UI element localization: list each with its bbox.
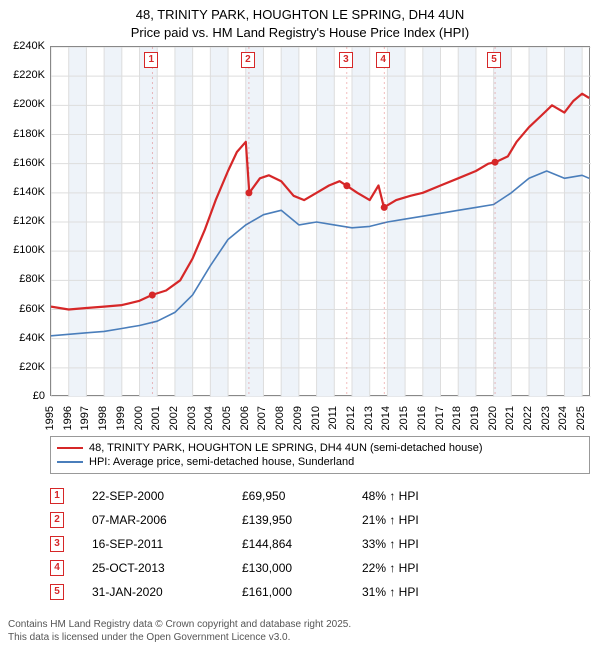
x-tick-label: 2021 (504, 406, 516, 430)
legend: 48, TRINITY PARK, HOUGHTON LE SPRING, DH… (50, 436, 590, 474)
x-tick-label: 2012 (345, 406, 357, 430)
tx-marker: 3 (50, 536, 64, 552)
chart-title: 48, TRINITY PARK, HOUGHTON LE SPRING, DH… (0, 0, 600, 41)
legend-label: HPI: Average price, semi-detached house,… (89, 456, 354, 468)
x-tick-label: 2022 (522, 406, 534, 430)
x-tick-label: 2025 (575, 406, 587, 430)
tx-date: 22-SEP-2000 (92, 489, 242, 503)
y-tick-label: £220K (13, 69, 45, 81)
x-tick-label: 2006 (239, 406, 251, 430)
y-tick-label: £40K (19, 332, 45, 344)
x-tick-label: 2014 (380, 406, 392, 430)
y-tick-label: £20K (19, 361, 45, 373)
tx-price: £161,000 (242, 585, 362, 599)
x-tick-label: 1995 (44, 406, 56, 430)
transaction-row: 4 25-OCT-2013£130,00022% ↑ HPI (50, 556, 590, 580)
x-tick-label: 2017 (434, 406, 446, 430)
tx-date: 07-MAR-2006 (92, 513, 242, 527)
x-tick-label: 2004 (203, 406, 215, 430)
x-tick-label: 1999 (115, 406, 127, 430)
y-tick-label: £60K (19, 303, 45, 315)
y-tick-label: £200K (13, 98, 45, 110)
x-tick-label: 2001 (150, 406, 162, 430)
tx-price: £130,000 (242, 561, 362, 575)
footer-line1: Contains HM Land Registry data © Crown c… (8, 618, 351, 631)
sale-marker: 5 (487, 52, 501, 68)
x-tick-label: 2005 (221, 406, 233, 430)
x-tick-label: 2002 (168, 406, 180, 430)
footer-line2: This data is licensed under the Open Gov… (8, 631, 351, 644)
x-tick-label: 2018 (451, 406, 463, 430)
title-line2: Price paid vs. HM Land Registry's House … (0, 24, 600, 42)
x-tick-label: 2003 (186, 406, 198, 430)
transaction-row: 2 07-MAR-2006£139,95021% ↑ HPI (50, 508, 590, 532)
tx-delta: 33% ↑ HPI (362, 537, 590, 551)
legend-item: 48, TRINITY PARK, HOUGHTON LE SPRING, DH… (57, 441, 583, 455)
x-tick-label: 2016 (416, 406, 428, 430)
footer-attribution: Contains HM Land Registry data © Crown c… (8, 618, 351, 644)
tx-date: 31-JAN-2020 (92, 585, 242, 599)
tx-delta: 22% ↑ HPI (362, 561, 590, 575)
legend-swatch (57, 461, 83, 463)
y-tick-label: £0 (33, 390, 45, 402)
tx-marker: 4 (50, 560, 64, 576)
y-tick-label: £140K (13, 186, 45, 198)
x-tick-label: 2020 (487, 406, 499, 430)
transaction-row: 1 22-SEP-2000£69,95048% ↑ HPI (50, 484, 590, 508)
tx-delta: 48% ↑ HPI (362, 489, 590, 503)
tx-marker: 5 (50, 584, 64, 600)
y-tick-label: £100K (13, 244, 45, 256)
sale-marker: 3 (339, 52, 353, 68)
legend-item: HPI: Average price, semi-detached house,… (57, 455, 583, 469)
tx-price: £69,950 (242, 489, 362, 503)
x-tick-label: 2015 (398, 406, 410, 430)
y-tick-label: £160K (13, 157, 45, 169)
x-tick-label: 2011 (327, 406, 339, 430)
x-tick-label: 2024 (557, 406, 569, 430)
tx-date: 25-OCT-2013 (92, 561, 242, 575)
x-tick-label: 2019 (469, 406, 481, 430)
transaction-row: 5 31-JAN-2020£161,00031% ↑ HPI (50, 580, 590, 604)
y-tick-label: £180K (13, 128, 45, 140)
tx-delta: 21% ↑ HPI (362, 513, 590, 527)
x-tick-label: 1996 (62, 406, 74, 430)
legend-swatch (57, 447, 83, 449)
plot-region (50, 46, 590, 396)
x-tick-label: 1997 (79, 406, 91, 430)
tx-price: £139,950 (242, 513, 362, 527)
chart-svg (51, 47, 591, 397)
x-tick-label: 2007 (256, 406, 268, 430)
tx-price: £144,864 (242, 537, 362, 551)
tx-delta: 31% ↑ HPI (362, 585, 590, 599)
x-tick-label: 2009 (292, 406, 304, 430)
x-tick-label: 2010 (310, 406, 322, 430)
y-tick-label: £120K (13, 215, 45, 227)
sale-marker: 2 (241, 52, 255, 68)
transaction-row: 3 16-SEP-2011£144,86433% ↑ HPI (50, 532, 590, 556)
chart-area: £0 £20K £40K £60K £80K £100K £120K £140K £160K £1… (0, 46, 600, 426)
x-tick-label: 2000 (133, 406, 145, 430)
y-tick-label: £80K (19, 273, 45, 285)
title-line1: 48, TRINITY PARK, HOUGHTON LE SPRING, DH… (0, 6, 600, 24)
x-tick-label: 2013 (363, 406, 375, 430)
tx-marker: 1 (50, 488, 64, 504)
x-tick-label: 1998 (97, 406, 109, 430)
tx-date: 16-SEP-2011 (92, 537, 242, 551)
sale-marker: 1 (144, 52, 158, 68)
transactions-table: 1 22-SEP-2000£69,95048% ↑ HPI 2 07-MAR-2006… (50, 484, 590, 604)
x-tick-label: 2008 (274, 406, 286, 430)
legend-label: 48, TRINITY PARK, HOUGHTON LE SPRING, DH… (89, 442, 482, 454)
x-tick-label: 2023 (540, 406, 552, 430)
sale-marker: 4 (376, 52, 390, 68)
y-tick-label: £240K (13, 40, 45, 52)
tx-marker: 2 (50, 512, 64, 528)
